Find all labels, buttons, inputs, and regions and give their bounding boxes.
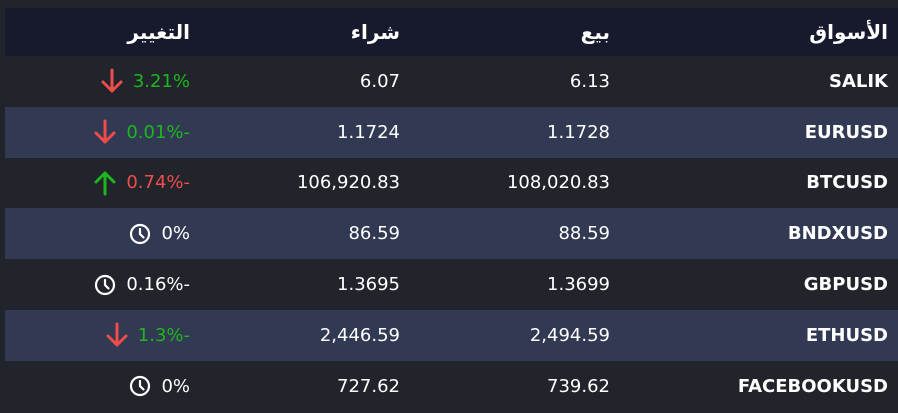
sell-price: 108,020.83	[506, 172, 610, 194]
buy-price: 86.59	[348, 223, 400, 245]
market-symbol[interactable]: GBPUSD	[803, 274, 888, 296]
change-cell: 0.01%-	[5, 119, 200, 145]
clock-icon	[129, 223, 151, 245]
buy-price: 727.62	[337, 375, 400, 397]
sell-price: 1.1728	[547, 121, 610, 143]
header-change: التغيير	[127, 20, 190, 44]
table-row[interactable]: 3.21% 6.07 6.13 SALIK	[5, 56, 898, 107]
buy-price: 1.3695	[337, 274, 400, 296]
market-symbol[interactable]: BNDXUSD	[787, 223, 888, 245]
table-row[interactable]: 0% 727.62 739.62 FACEBOOKUSD	[5, 361, 898, 412]
change-value: 0.01%-	[126, 121, 190, 143]
table-row[interactable]: 0.01%- 1.1724 1.1728 EURUSD	[5, 106, 898, 158]
sell-price: 1.3699	[547, 274, 610, 296]
sell-price: 6.13	[569, 70, 610, 92]
buy-price: 6.07	[359, 70, 400, 92]
market-symbol[interactable]: FACEBOOKUSD	[737, 375, 888, 397]
change-value: 0%	[161, 223, 190, 245]
buy-price: 106,920.83	[296, 172, 400, 194]
market-symbol[interactable]: EURUSD	[804, 121, 888, 143]
change-value: 0.74%-	[126, 172, 190, 194]
header-sell: بيع	[580, 20, 610, 44]
change-value: 0%	[161, 375, 190, 397]
sell-price: 2,494.59	[529, 324, 610, 346]
change-value: 0.16%-	[126, 274, 190, 296]
sell-price: 739.62	[547, 375, 610, 397]
buy-price: 2,446.59	[319, 324, 400, 346]
header-market: الأسواق	[809, 20, 888, 44]
change-cell: 0%	[5, 223, 200, 245]
arrow-up-icon	[94, 170, 116, 196]
arrow-down-icon	[101, 68, 123, 94]
table-header: التغيير شراء بيع الأسواق	[5, 8, 898, 56]
change-value: 3.21%	[132, 70, 190, 92]
change-cell: 3.21%	[5, 68, 200, 94]
change-value: 1.3%-	[137, 324, 190, 346]
sell-price: 88.59	[558, 223, 610, 245]
buy-price: 1.1724	[337, 121, 400, 143]
change-cell: 0.16%-	[5, 274, 200, 296]
clock-icon	[129, 375, 151, 397]
table-row[interactable]: 0.74%- 106,920.83 108,020.83 BTCUSD	[5, 158, 898, 209]
change-cell: 1.3%-	[5, 322, 200, 348]
market-symbol[interactable]: ETHUSD	[805, 324, 888, 346]
markets-table: التغيير شراء بيع الأسواق 3.21% 6.07 6.13…	[5, 8, 898, 412]
arrow-down-icon	[94, 119, 116, 145]
clock-icon	[94, 274, 116, 296]
table-row[interactable]: 1.3%- 2,446.59 2,494.59 ETHUSD	[5, 309, 898, 361]
market-symbol[interactable]: SALIK	[828, 70, 888, 92]
change-cell: 0.74%-	[5, 170, 200, 196]
arrow-down-icon	[106, 322, 128, 348]
table-row[interactable]: 0% 86.59 88.59 BNDXUSD	[5, 208, 898, 260]
table-row[interactable]: 0.16%- 1.3695 1.3699 GBPUSD	[5, 259, 898, 310]
market-symbol[interactable]: BTCUSD	[806, 172, 888, 194]
change-cell: 0%	[5, 375, 200, 397]
header-buy: شراء	[350, 20, 400, 44]
